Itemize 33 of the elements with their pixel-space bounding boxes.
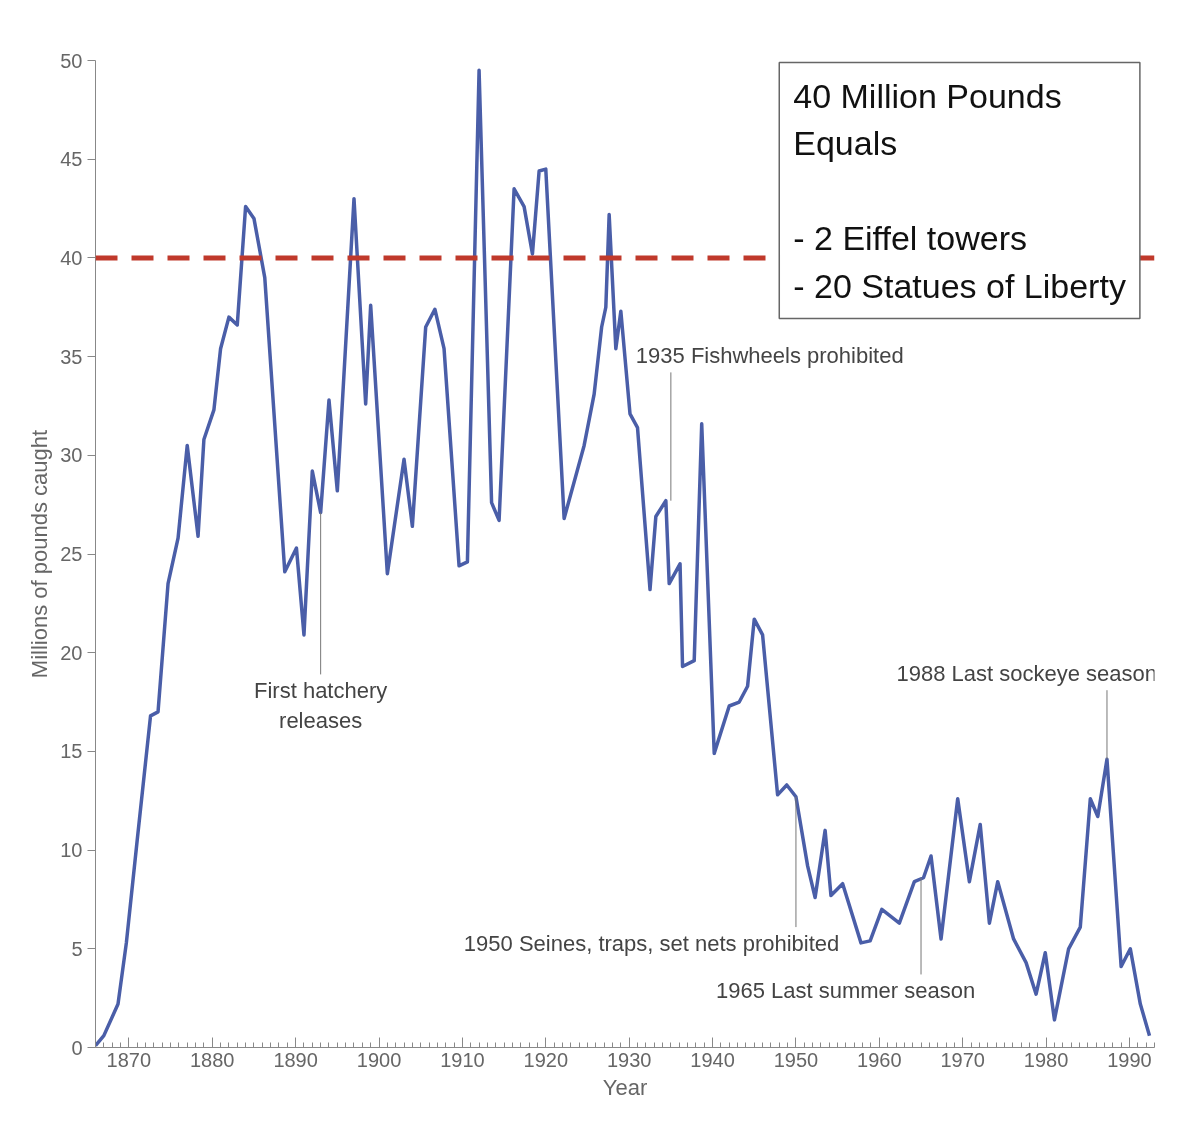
annotation: 1950 Seines, traps, set nets prohibited	[463, 931, 840, 957]
x-tick-label: 1880	[189, 1048, 235, 1071]
x-tick-label: 1960	[857, 1048, 902, 1071]
y-tick-label: 30	[60, 444, 83, 467]
annotation: 1935 Fishwheels prohibited	[635, 343, 904, 369]
x-tick-label: 1990	[1107, 1048, 1152, 1071]
y-axis-title: Millions of pounds caught	[27, 429, 53, 679]
y-tick-label: 10	[60, 839, 83, 862]
x-tick-label: 1890	[273, 1048, 318, 1071]
y-tick-label: 40	[60, 246, 83, 269]
x-tick-label: 1980	[1023, 1048, 1069, 1071]
x-tick-label: 1930	[606, 1048, 652, 1071]
y-tick-label: 35	[60, 345, 83, 368]
annotation: 1965 Last summer season	[715, 978, 976, 1004]
x-tick-label: 1920	[523, 1048, 569, 1071]
x-axis-title: Year	[602, 1074, 648, 1100]
x-tick-label: 1970	[940, 1048, 985, 1071]
x-tick-label: 1950	[773, 1048, 819, 1071]
annotation: First hatchery releases	[254, 678, 388, 734]
y-tick-label: 25	[60, 543, 83, 565]
x-tick-label: 1940	[690, 1048, 735, 1071]
y-tick-label: 20	[60, 641, 83, 664]
annotation: - 2 Eiffel towers	[793, 219, 1027, 257]
annotation: 40 Million Pounds Equals	[793, 76, 1062, 162]
x-tick-label: 1900	[356, 1048, 402, 1071]
y-tick-label: 45	[60, 148, 83, 171]
annotation: - 20 Statues of Liberty	[793, 266, 1126, 305]
x-tick-label: 1910	[440, 1048, 485, 1071]
y-tick-label: 15	[60, 740, 83, 763]
y-tick-label: 50	[60, 49, 83, 72]
x-tick-label: 1870	[106, 1048, 152, 1071]
y-tick-label: 0	[71, 1036, 83, 1059]
y-tick-label: 5	[71, 937, 83, 960]
